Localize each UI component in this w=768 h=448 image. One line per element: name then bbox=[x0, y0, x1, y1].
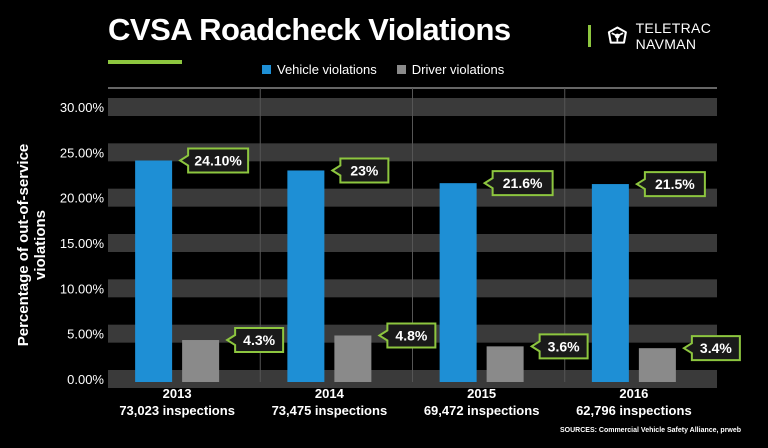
brand-name: TELETRAC NAVMAN bbox=[635, 20, 712, 52]
x-tick-label: 2014 bbox=[315, 386, 345, 401]
brand-logo: TELETRAC NAVMAN bbox=[588, 20, 768, 52]
chart-title: CVSA Roadcheck Violations bbox=[108, 12, 511, 47]
legend-item-driver: Driver violations bbox=[396, 62, 505, 77]
x-tick-label: 2015 bbox=[467, 386, 496, 401]
data-label: 4.8% bbox=[395, 327, 427, 343]
y-tick-label: 15.00% bbox=[60, 236, 105, 251]
bar-driver bbox=[486, 346, 524, 382]
data-label-callout bbox=[681, 335, 741, 362]
data-label: 21.6% bbox=[503, 175, 543, 191]
x-tick-sublabel: 73,023 inspections bbox=[119, 403, 235, 418]
bar-vehicle bbox=[287, 170, 325, 382]
y-tick-label: 10.00% bbox=[60, 281, 105, 296]
data-label: 4.3% bbox=[243, 332, 275, 348]
x-tick-sublabel: 73,475 inspections bbox=[272, 403, 388, 418]
data-label: 21.5% bbox=[655, 176, 695, 192]
y-tick-label: 20.00% bbox=[60, 191, 105, 206]
legend-label: Driver violations bbox=[411, 62, 505, 77]
data-label-callout bbox=[482, 170, 554, 197]
bar-vehicle bbox=[135, 160, 173, 382]
bar-vehicle bbox=[591, 184, 629, 382]
bar-driver bbox=[638, 348, 676, 382]
x-tick-label: 2013 bbox=[163, 386, 192, 401]
legend-item-vehicle: Vehicle violations bbox=[262, 62, 377, 77]
source-note: SOURCES: Commercial Vehicle Safety Allia… bbox=[560, 427, 742, 434]
x-tick-sublabel: 62,796 inspections bbox=[576, 403, 692, 418]
legend: Vehicle violations Driver violations bbox=[262, 62, 504, 77]
data-label-callout bbox=[178, 147, 250, 174]
data-label: 3.4% bbox=[700, 340, 732, 356]
x-tick-sublabel: 69,472 inspections bbox=[424, 403, 540, 418]
data-label-callout bbox=[225, 327, 285, 354]
teletrac-navman-logo-icon bbox=[607, 26, 627, 44]
legend-swatch-driver bbox=[396, 65, 406, 74]
title-underline bbox=[108, 60, 182, 64]
data-label-callout bbox=[330, 157, 390, 184]
data-label-callout bbox=[634, 171, 706, 198]
bar-driver bbox=[182, 340, 220, 382]
logo-divider bbox=[588, 25, 591, 47]
legend-swatch-vehicle bbox=[262, 65, 271, 74]
x-tick-label: 2016 bbox=[619, 386, 648, 401]
y-tick-label: 5.00% bbox=[67, 327, 104, 342]
y-tick-label: 30.00% bbox=[60, 100, 105, 115]
bar-driver bbox=[334, 335, 372, 382]
bar-vehicle bbox=[439, 183, 477, 382]
y-tick-label: 0.00% bbox=[67, 372, 104, 387]
data-label-callout bbox=[529, 333, 589, 360]
legend-label: Vehicle violations bbox=[277, 62, 377, 77]
data-label: 3.6% bbox=[548, 338, 580, 354]
y-tick-label: 25.00% bbox=[60, 145, 105, 160]
data-label: 24.10% bbox=[194, 152, 242, 168]
data-label: 23% bbox=[350, 162, 379, 178]
data-label-callout bbox=[377, 322, 437, 349]
